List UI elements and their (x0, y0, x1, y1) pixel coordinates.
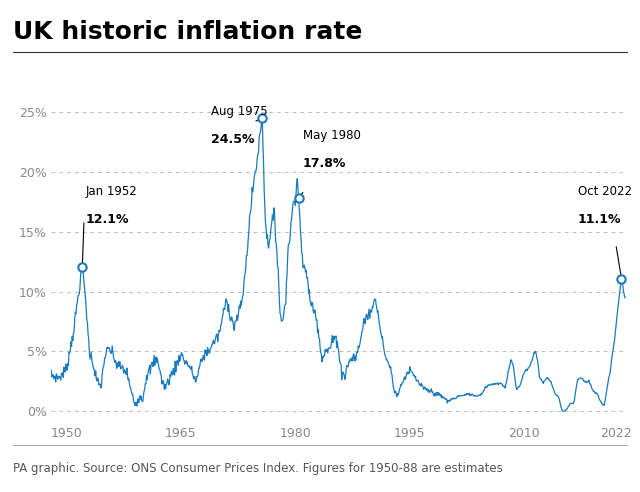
Text: Aug 1975: Aug 1975 (211, 105, 268, 119)
Text: May 1980: May 1980 (303, 129, 361, 142)
Text: Jan 1952: Jan 1952 (86, 185, 138, 198)
Text: 17.8%: 17.8% (303, 156, 346, 170)
Text: 11.1%: 11.1% (578, 213, 621, 226)
Text: 12.1%: 12.1% (86, 213, 129, 226)
Text: 24.5%: 24.5% (211, 133, 255, 146)
Text: UK historic inflation rate: UK historic inflation rate (13, 20, 362, 44)
Text: PA graphic. Source: ONS Consumer Prices Index. Figures for 1950-88 are estimates: PA graphic. Source: ONS Consumer Prices … (13, 462, 502, 475)
Text: Oct 2022: Oct 2022 (578, 185, 632, 198)
